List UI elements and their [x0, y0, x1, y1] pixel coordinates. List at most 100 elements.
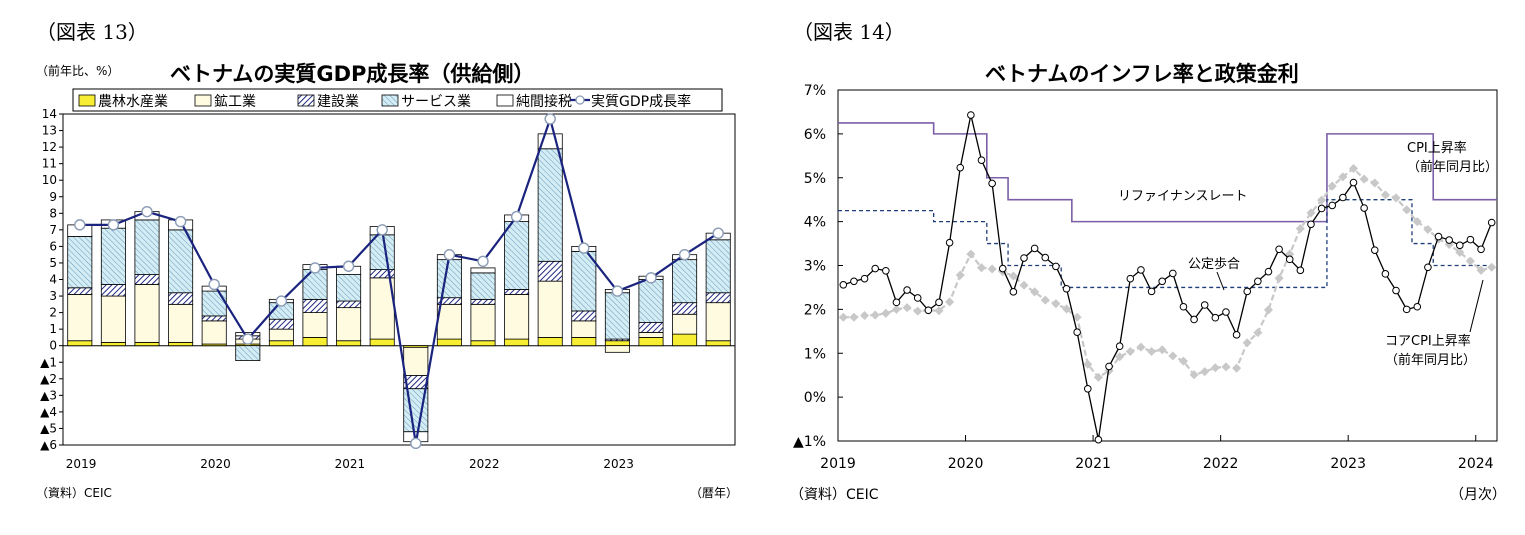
chart2-cpi-point — [945, 238, 954, 247]
chart1-bar-2 — [705, 302, 731, 342]
chart2-cpi-point — [1094, 435, 1103, 444]
chart1-bar-1 — [638, 337, 664, 347]
chart2-cpi-point — [892, 298, 901, 307]
chart2-cpi-point — [1264, 267, 1273, 276]
chart1-bar-4 — [67, 236, 93, 289]
chart1-gdp-point — [410, 437, 422, 450]
chart1-gdp-point — [510, 210, 523, 223]
chart2-y-tick-label: 7% — [804, 83, 826, 99]
chart1-gdp-point — [477, 255, 489, 267]
chart2-cpi-point — [1179, 302, 1188, 311]
chart1-y-tick-label: 0 — [49, 339, 57, 353]
chart1-y-tick-label: 8 — [49, 206, 57, 220]
chart1-bar-3 — [571, 310, 597, 322]
chart2-core-cpi-point — [838, 312, 848, 322]
chart2-x-unit-label: （月次） — [1450, 487, 1506, 503]
chart2-cpi-point — [1349, 178, 1358, 187]
chart1-bar-2 — [571, 320, 597, 338]
chart1-legend-label: 建設業 — [317, 94, 359, 110]
chart1-bar-3 — [705, 292, 731, 304]
chart1-y-tick-label: 6 — [49, 239, 57, 253]
chart1-bar-4 — [504, 221, 530, 290]
chart1-y-tick-label: 3 — [49, 289, 57, 303]
chart1-y-tick-label: 13 — [42, 124, 57, 138]
chart2-cpi-point — [1211, 313, 1220, 322]
chart1-bar-2 — [100, 295, 126, 343]
chart2-y-tick-label: 4% — [804, 215, 826, 231]
chart2-cpi-point — [1328, 201, 1337, 210]
chart2-core-cpi-point — [902, 303, 912, 313]
chart1-gdp-point — [74, 219, 86, 231]
chart1-bar-3 — [672, 302, 698, 315]
chart1-bar-4 — [436, 259, 462, 299]
chart1-bar-2 — [672, 313, 698, 335]
chart2-cpi-point — [1477, 245, 1485, 254]
chart1-bar-4 — [705, 239, 731, 294]
chart2-cpi-point — [882, 266, 890, 275]
chart2-discount-annotation: 公定歩合 — [1188, 257, 1240, 272]
chart1-bar-2 — [134, 284, 160, 343]
chart2-cpi-point — [924, 306, 933, 315]
chart1-bar-4 — [638, 279, 664, 323]
chart2-cpi-point — [1392, 286, 1400, 295]
chart1-x-unit-label: （暦年） — [690, 486, 739, 500]
chart1-gdp-point — [544, 113, 556, 125]
chart2-cpi-point — [1062, 284, 1071, 293]
chart1-bar-4 — [571, 250, 597, 312]
chart1-bar-1 — [537, 337, 563, 347]
chart1-bar-1 — [504, 338, 530, 347]
chart1-y-tick-label: ▲1 — [40, 355, 57, 369]
chart1-bar-4 — [168, 229, 194, 294]
chart1-legend-label: サービス業 — [401, 94, 471, 110]
chart1-bar-2 — [504, 293, 530, 340]
chart2-cpi-point — [1254, 277, 1262, 286]
chart2-title: ベトナムのインフレ率と政策金利 — [985, 62, 1299, 86]
chart1-bar-1 — [705, 340, 731, 347]
chart2-cpi-point — [998, 264, 1007, 273]
chart2-year-label: 2021 — [1075, 456, 1111, 472]
chart1-legend-label: 純間接税 — [516, 93, 572, 110]
chart2-core-leader — [1469, 279, 1484, 333]
chart2-year-label: 2020 — [948, 456, 984, 472]
chart1-year-label: 2021 — [335, 457, 366, 471]
chart2-cpi-point — [1285, 255, 1294, 264]
chart1-bar-3 — [268, 318, 294, 330]
chart2-cpi-point — [1275, 245, 1283, 254]
chart2-cpi-point — [935, 298, 943, 307]
chart2-cpi-point — [1402, 305, 1411, 314]
chart1-legend-swatch — [194, 94, 212, 107]
chart1-bar-1 — [134, 341, 160, 347]
chart2-year-label: 2022 — [1203, 456, 1239, 472]
chart2-cpi-point — [1083, 384, 1092, 393]
chart2-cpi-point — [1105, 362, 1113, 371]
chart1-legend-swatch — [381, 94, 399, 107]
chart1-gdp-point — [208, 278, 220, 291]
chart2-core-cpi-point — [955, 270, 965, 280]
chart1-y-tick-label: 11 — [42, 157, 57, 171]
chart1-y-tick-label: 4 — [49, 273, 57, 287]
chart1-legend-label: 実質GDP成長率 — [591, 93, 691, 110]
chart1-bar-1 — [672, 333, 698, 347]
chart2-cpi-point — [1487, 218, 1496, 227]
chart1-bar-3 — [302, 298, 328, 313]
chart1-y-unit-label: （前年比、%） — [36, 64, 120, 78]
chart1-gdp-point — [611, 285, 624, 297]
chart2-cpi-point — [1232, 331, 1241, 339]
chart2-cpi-annotation-1: CPI上昇率 — [1407, 140, 1467, 156]
chart1-bar-3 — [201, 315, 227, 322]
chart1-gdp-point — [107, 219, 120, 231]
chart1-bar-3 — [537, 260, 563, 282]
chart1-bar-3 — [100, 284, 126, 297]
chart2-core-cpi-point — [891, 304, 901, 314]
chart2-y-tick-label: 0% — [804, 390, 826, 406]
chart1-legend-swatch — [297, 94, 315, 107]
chart2-cpi-point — [1030, 244, 1039, 253]
chart1-bar-1 — [604, 340, 630, 347]
chart2-cpi-point — [1009, 288, 1018, 296]
figure-13-label: （図表 13） — [36, 20, 148, 44]
chart2-cpi-point — [1424, 263, 1432, 272]
chart2-core-cpi-line — [843, 167, 1492, 379]
figure-14-label: （図表 14） — [793, 20, 905, 44]
chart1-y-tick-label: 14 — [42, 107, 57, 121]
chart1-bar-2 — [470, 303, 496, 342]
